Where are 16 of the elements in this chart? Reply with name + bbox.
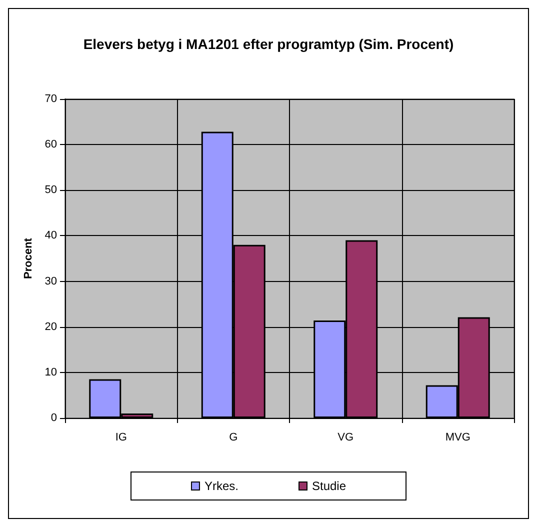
x-tick-label: MVG xyxy=(445,432,470,444)
y-tick-label: 50 xyxy=(44,184,57,196)
y-tick-label: 0 xyxy=(50,412,57,424)
y-tick-label: 20 xyxy=(44,320,57,333)
legend-label: Yrkes. xyxy=(204,479,238,493)
y-tick-label: 60 xyxy=(44,138,57,151)
x-tick-label: IG xyxy=(115,432,127,444)
y-tick-label: 30 xyxy=(44,275,57,288)
x-tick-label: VG xyxy=(338,432,354,444)
y-axis-title: Procent xyxy=(22,238,34,279)
y-tick-label: 10 xyxy=(44,366,57,378)
legend-label: Studie xyxy=(312,479,346,493)
y-tick-label: 40 xyxy=(44,230,57,242)
x-tick-label: G xyxy=(229,432,238,444)
y-tick-label: 70 xyxy=(44,93,57,105)
chart-title: Elevers betyg i MA1201 efter programtyp (Sim. Procent) xyxy=(83,36,454,52)
